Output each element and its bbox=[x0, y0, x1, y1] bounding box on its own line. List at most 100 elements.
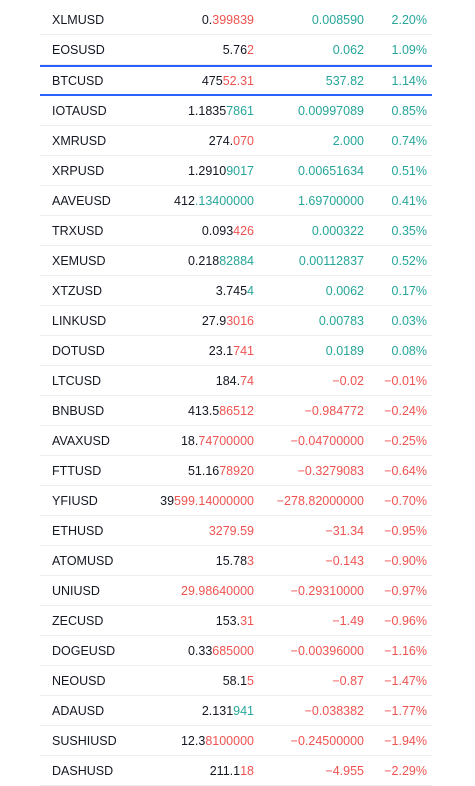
last-price: 39 599.14000000 bbox=[154, 486, 254, 515]
percent-change: −0.25% bbox=[384, 433, 427, 448]
watchlist-row-xmrusd[interactable]: XMRUSD 274. 070 2.000 0.74% bbox=[40, 126, 432, 156]
last-price-changed-digits: 599.14000000 bbox=[174, 493, 254, 508]
last-price: 51.16 78920 bbox=[154, 456, 254, 485]
symbol-label: DASHUSD bbox=[52, 763, 114, 778]
watchlist-row-linkusd[interactable]: LINKUSD 27.9 3016 0.00783 0.03% bbox=[40, 306, 432, 336]
watchlist-row-zecusd[interactable]: ZECUSD 153. 31 −1.49 −0.96% bbox=[40, 606, 432, 636]
last-price: 412.13400000 bbox=[154, 186, 254, 215]
symbol-label: IOTAUSD bbox=[52, 103, 107, 118]
percent-change: 0.17% bbox=[391, 283, 427, 298]
price-change: −0.143 bbox=[325, 553, 364, 568]
last-price-changed-digits: 31 bbox=[240, 613, 254, 628]
last-price-stable-digits: 0.218 bbox=[187, 253, 220, 268]
price-change: 0.008590 bbox=[311, 12, 364, 27]
last-price-changed-digits: 9017 bbox=[226, 163, 254, 178]
percent-change: −0.70% bbox=[384, 493, 427, 508]
last-price-stable-digits: 0.33 bbox=[187, 643, 213, 658]
price-change: −0.04700000 bbox=[290, 433, 364, 448]
symbol-label: NEOUSD bbox=[52, 673, 106, 688]
watchlist-row-ltcusd[interactable]: LTCUSD 184. 74 −0.02 −0.01% bbox=[40, 366, 432, 396]
last-price-stable-digits: 211.1 bbox=[209, 763, 241, 778]
last-price: 2.131 941 bbox=[154, 696, 254, 725]
percent-change: 1.09% bbox=[391, 42, 427, 57]
last-price: 211.1 18 bbox=[154, 756, 254, 785]
percent-change: 0.85% bbox=[391, 103, 427, 118]
last-price-stable-digits: 23.1 bbox=[208, 343, 234, 358]
watchlist-row-iotausd[interactable]: IOTAUSD 1.1835 7861 0.00997089 0.85% bbox=[40, 96, 432, 126]
watchlist-row-sushiusd[interactable]: SUSHIUSD 12.3 8100000 −0.24500000 −1.94% bbox=[40, 726, 432, 756]
last-price: 184. 74 bbox=[154, 366, 254, 395]
last-price-stable-digits: 18. bbox=[180, 433, 199, 448]
last-price-changed-digits: 2 bbox=[247, 42, 254, 57]
percent-change: −1.47% bbox=[384, 673, 427, 688]
last-price-changed-digits: 070 bbox=[233, 133, 254, 148]
last-price-stable-digits: 184. bbox=[215, 373, 241, 388]
last-price-changed-digits: 8100000 bbox=[205, 733, 254, 748]
watchlist-row-trxusd[interactable]: TRXUSD 0.093 426 0.000322 0.35% bbox=[40, 216, 432, 246]
last-price: 27.9 3016 bbox=[154, 306, 254, 335]
symbol-label: ETHUSD bbox=[52, 523, 104, 538]
watchlist-row-dashusd[interactable]: DASHUSD 211.1 18 −4.955 −2.29% bbox=[40, 756, 432, 786]
price-change: 0.00651634 bbox=[297, 163, 364, 178]
watchlist-row-aaveusd[interactable]: AAVEUSD 412.13400000 1.69700000 0.41% bbox=[40, 186, 432, 216]
percent-change: −0.97% bbox=[384, 583, 427, 598]
watchlist-row-atomusd[interactable]: ATOMUSD 15.78 3 −0.143 −0.90% bbox=[40, 546, 432, 576]
symbol-label: SUSHIUSD bbox=[52, 733, 117, 748]
symbol-label: DOGEUSD bbox=[52, 643, 116, 658]
last-price-stable-digits: 58.1 bbox=[222, 673, 248, 688]
last-price-stable-digits: 412 bbox=[174, 193, 195, 208]
percent-change: −2.29% bbox=[384, 763, 427, 778]
price-change: −0.02 bbox=[332, 373, 364, 388]
price-change: 0.062 bbox=[332, 42, 364, 57]
symbol-label: AAVEUSD bbox=[52, 193, 111, 208]
last-price-stable-digits: 2.131 bbox=[201, 703, 234, 718]
last-price: 0.218 82884 bbox=[154, 246, 254, 275]
percent-change: −0.01% bbox=[384, 373, 427, 388]
watchlist-row-btcusd[interactable]: BTCUSD 475 52.31 537.82 1.14% bbox=[40, 65, 432, 96]
percent-change: 1.14% bbox=[391, 73, 427, 88]
percent-change: −0.95% bbox=[384, 523, 427, 538]
percent-change: −1.16% bbox=[384, 643, 427, 658]
watchlist-row-eosusd[interactable]: EOSUSD 5.76 2 0.062 1.09% bbox=[40, 35, 432, 65]
watchlist-table: XLMUSD 0. 399839 0.008590 2.20% EOSUSD 5.76 2 0.… bbox=[40, 5, 432, 786]
last-price: 153. 31 bbox=[154, 606, 254, 635]
last-price-stable-digits: 3.745 bbox=[215, 283, 248, 298]
last-price: 18. 74700000 bbox=[154, 426, 254, 455]
watchlist-row-bnbusd[interactable]: BNBUSD 413.5 86512 −0.984772 −0.24% bbox=[40, 396, 432, 426]
last-price-changed-digits: 29.98640000 bbox=[181, 583, 254, 598]
price-change: 1.69700000 bbox=[297, 193, 364, 208]
watchlist-row-avaxusd[interactable]: AVAXUSD 18. 74700000 −0.04700000 −0.25% bbox=[40, 426, 432, 456]
price-change: −0.3279083 bbox=[297, 463, 364, 478]
watchlist-row-neousd[interactable]: NEOUSD 58.1 5 −0.87 −1.47% bbox=[40, 666, 432, 696]
price-change: 0.0062 bbox=[325, 283, 364, 298]
price-change: 0.0189 bbox=[325, 343, 364, 358]
watchlist-row-xemusd[interactable]: XEMUSD 0.218 82884 0.00112837 0.52% bbox=[40, 246, 432, 276]
watchlist-row-xtzusd[interactable]: XTZUSD 3.745 4 0.0062 0.17% bbox=[40, 276, 432, 306]
last-price-stable-digits: 413.5 bbox=[187, 403, 220, 418]
price-change: −278.82000000 bbox=[276, 493, 364, 508]
last-price-changed-digits: 82884 bbox=[219, 253, 254, 268]
last-price-changed-digits: 86512 bbox=[219, 403, 254, 418]
last-price-stable-digits: 0. bbox=[201, 12, 213, 27]
watchlist-row-ethusd[interactable]: ETHUSD 3279.59 −31.34 −0.95% bbox=[40, 516, 432, 546]
watchlist-row-uniusd[interactable]: UNIUSD 29.98640000 −0.29310000 −0.97% bbox=[40, 576, 432, 606]
watchlist-row-dotusd[interactable]: DOTUSD 23.1 741 0.0189 0.08% bbox=[40, 336, 432, 366]
last-price: 15.78 3 bbox=[154, 546, 254, 575]
symbol-label: LTCUSD bbox=[52, 373, 102, 388]
last-price-stable-digits: 0.093 bbox=[201, 223, 234, 238]
last-price-stable-digits: 274. bbox=[208, 133, 234, 148]
percent-change: −1.77% bbox=[384, 703, 427, 718]
last-price-changed-digits: 74700000 bbox=[198, 433, 254, 448]
price-change: −4.955 bbox=[325, 763, 364, 778]
watchlist-row-xrpusd[interactable]: XRPUSD 1.2910 9017 0.00651634 0.51% bbox=[40, 156, 432, 186]
watchlist-row-fttusd[interactable]: FTTUSD 51.16 78920 −0.3279083 −0.64% bbox=[40, 456, 432, 486]
last-price-changed-digits: 4 bbox=[247, 283, 254, 298]
last-price: 0.093 426 bbox=[154, 216, 254, 245]
watchlist-row-dogeusd[interactable]: DOGEUSD 0.33 685000 −0.00396000 −1.16% bbox=[40, 636, 432, 666]
watchlist-row-adausd[interactable]: ADAUSD 2.131 941 −0.038382 −1.77% bbox=[40, 696, 432, 726]
watchlist-row-xlmusd[interactable]: XLMUSD 0. 399839 0.008590 2.20% bbox=[40, 5, 432, 35]
symbol-label: XLMUSD bbox=[52, 12, 105, 27]
watchlist-row-yfiusd[interactable]: YFIUSD 39 599.14000000 −278.82000000 −0.70% bbox=[40, 486, 432, 516]
last-price-changed-digits: 5 bbox=[247, 673, 254, 688]
percent-change: 0.41% bbox=[391, 193, 427, 208]
